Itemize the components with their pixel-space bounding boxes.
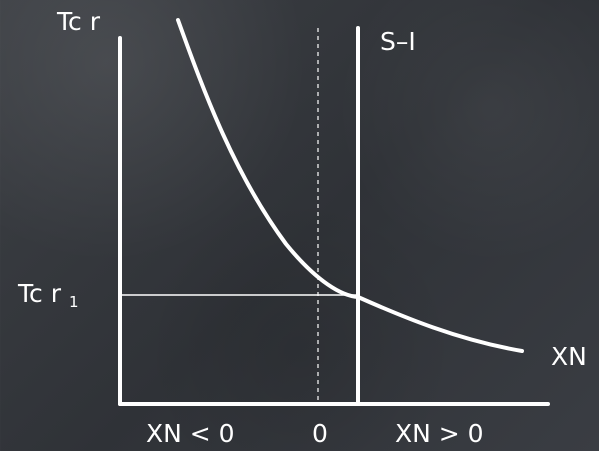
xn-label: XN (551, 342, 587, 371)
left-region-label: XN < 0 (146, 419, 235, 448)
origin-label: 0 (312, 419, 328, 448)
tc-r-one-label: Tc r 1 (17, 279, 79, 311)
y-axis-label: Tc r (56, 7, 101, 36)
tc-r-one-subscript: 1 (69, 293, 79, 311)
right-region-label: XN > 0 (395, 419, 484, 448)
tc-r-one-main: Tc r (17, 279, 62, 308)
s-i-label: S–I (380, 27, 416, 56)
xn-curve (176, 18, 524, 353)
